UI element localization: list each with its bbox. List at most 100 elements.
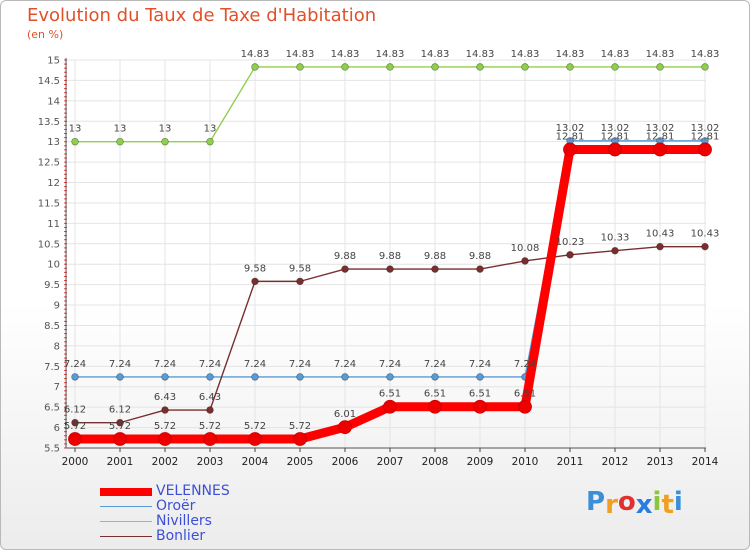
data-point <box>521 63 529 71</box>
logo-letter: i <box>652 487 662 517</box>
data-point <box>296 63 304 71</box>
data-label: 6.43 <box>199 392 221 403</box>
data-label: 9.88 <box>469 251 491 262</box>
data-point <box>116 137 124 146</box>
data-point <box>116 418 124 427</box>
data-point <box>383 399 397 414</box>
data-point <box>71 137 79 146</box>
x-tick-label: 2014 <box>692 456 719 468</box>
y-tick-label: 12.5 <box>38 158 60 169</box>
data-label: 6.51 <box>379 389 401 400</box>
data-label: 13.02 <box>646 123 675 134</box>
data-label: 13.02 <box>691 123 720 134</box>
data-point <box>251 277 259 286</box>
data-point <box>566 251 574 259</box>
data-point <box>431 373 439 381</box>
data-point <box>566 63 574 71</box>
data-label: 6.51 <box>469 389 491 400</box>
data-label: 10.43 <box>691 229 720 240</box>
legend-swatch <box>100 505 152 508</box>
data-label: 14.83 <box>376 49 405 60</box>
legend-label: Oroër <box>156 498 196 514</box>
data-label: 12.81 <box>556 131 585 142</box>
data-label: 14.83 <box>421 49 450 60</box>
y-tick-label: 13.5 <box>38 117 60 128</box>
data-point <box>341 373 349 381</box>
x-tick-label: 2008 <box>422 456 449 468</box>
logo-letter: x <box>635 490 653 520</box>
data-point <box>386 265 394 273</box>
y-tick-label: 14.5 <box>38 76 60 87</box>
data-label: 10.23 <box>556 237 585 248</box>
legend-item: Bonlier <box>100 529 230 544</box>
y-tick-label: 10.5 <box>38 239 60 250</box>
data-point <box>431 63 439 71</box>
data-label: 9.88 <box>334 251 356 262</box>
data-point <box>476 63 484 71</box>
data-point <box>293 432 307 446</box>
data-point <box>251 63 259 71</box>
data-point <box>698 142 712 157</box>
data-label: 14.83 <box>646 49 675 60</box>
data-label: 14.83 <box>241 49 270 60</box>
y-tick-label: 10 <box>47 260 60 271</box>
data-point <box>161 373 169 381</box>
x-tick-label: 2005 <box>287 456 314 468</box>
x-tick-label: 2003 <box>197 456 224 468</box>
data-point <box>161 406 169 414</box>
legend: VELENNES Oroër Nivillers Bonlier <box>100 484 230 544</box>
data-point <box>611 63 619 71</box>
data-point <box>473 399 487 414</box>
data-label: 7.24 <box>154 359 176 370</box>
y-tick-label: 6 <box>54 423 60 434</box>
x-tick-label: 2013 <box>647 456 674 468</box>
data-label: 10.33 <box>601 233 630 244</box>
data-label: 13 <box>204 124 217 135</box>
data-point <box>158 432 172 446</box>
x-tick-label: 2010 <box>512 456 539 468</box>
data-point <box>611 246 619 255</box>
data-label: 5.72 <box>64 421 86 432</box>
data-label: 13 <box>114 124 127 135</box>
data-point <box>653 142 667 157</box>
data-label: 9.88 <box>424 251 446 262</box>
data-point <box>563 142 577 157</box>
data-label: 7.24 <box>244 359 266 370</box>
data-point <box>476 265 484 273</box>
legend-swatch <box>100 535 152 538</box>
proxiti-logo: Proxiti <box>586 487 683 520</box>
data-label: 7.24 <box>379 359 401 370</box>
data-point <box>518 399 532 414</box>
data-point <box>206 406 214 414</box>
y-tick-label: 11.5 <box>38 198 60 209</box>
data-label: 7.24 <box>199 359 221 370</box>
data-label: 9.88 <box>379 251 401 262</box>
data-label: 9.58 <box>289 263 311 274</box>
data-point <box>251 373 259 381</box>
data-point <box>206 137 214 146</box>
x-tick-label: 2006 <box>332 456 359 468</box>
x-tick-label: 2011 <box>557 456 584 468</box>
x-tick-label: 2007 <box>377 456 404 468</box>
data-label: 7.24 <box>424 359 446 370</box>
data-label: 7.24 <box>64 359 86 370</box>
legend-item: Oroër <box>100 499 230 514</box>
x-tick-label: 2009 <box>467 456 494 468</box>
data-label: 10.08 <box>511 243 540 254</box>
data-label: 7.24 <box>334 359 356 370</box>
data-point <box>203 432 217 446</box>
data-point <box>161 137 169 146</box>
data-label: 6.51 <box>514 389 536 400</box>
data-label: 14.83 <box>601 49 630 60</box>
data-label: 10.43 <box>646 229 675 240</box>
data-label: 6.12 <box>64 405 86 416</box>
logo-letter: P <box>586 487 606 517</box>
data-label: 6.12 <box>109 405 131 416</box>
data-point <box>521 257 529 265</box>
data-point <box>428 399 442 414</box>
data-point <box>338 420 352 435</box>
data-label: 5.72 <box>154 421 176 432</box>
logo-letter: t <box>661 490 674 520</box>
